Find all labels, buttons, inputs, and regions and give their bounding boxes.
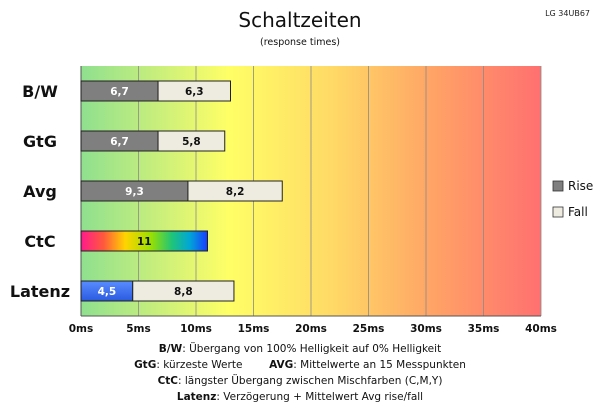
legend-swatch-fall	[552, 206, 564, 218]
footnote-ctc-text: : längster Übergang zwischen Mischfarben…	[178, 375, 443, 387]
bar-rise-value-label: 6,7	[110, 86, 129, 98]
bar-fall-value-label: 6,3	[185, 86, 204, 98]
bar-rise-value-label: 4,5	[98, 286, 117, 298]
bar-fall-value-label: 8,8	[174, 286, 193, 298]
x-tick-label: 25ms	[353, 323, 385, 335]
chart-title: Schaltzeiten	[238, 8, 361, 32]
footnote-gtg-label: GtG	[134, 359, 157, 371]
footnote-gtg-text: : kürzeste Werte	[156, 359, 243, 371]
bar-fall	[187, 180, 283, 202]
category-label: B/W	[22, 82, 58, 101]
footnote-ctc-label: CtC	[157, 375, 178, 387]
x-tick-label: 15ms	[238, 323, 270, 335]
bar-fall	[157, 130, 226, 152]
bar-fall-value-label: 8,2	[226, 186, 245, 198]
footnote-avg-label: AVG	[269, 359, 294, 371]
footnote-bw: B/W: Übergang von 100% Helligkeit auf 0%…	[0, 343, 600, 355]
bar-rise-value-label: 9,3	[125, 186, 144, 198]
bars: 6,7 6,3 6,7 5,8 9,3 8,2 11 4,5 8,8	[80, 80, 283, 302]
footnote-ctc: CtC: längster Übergang zwischen Mischfar…	[0, 375, 600, 387]
legend-label-fall: Fall	[568, 205, 588, 219]
x-tick-label: 5ms	[126, 323, 151, 335]
footnote-bw-label: B/W	[158, 343, 183, 355]
bar-fall	[157, 80, 231, 102]
x-tick-label: 0ms	[69, 323, 94, 335]
footnote-gtg-avg: GtG: kürzeste Werte AVG: Mittelwerte an …	[0, 359, 600, 371]
footnote-avg-text: : Mittelwerte an 15 Messpunkten	[293, 359, 466, 371]
bar-rise-value-label: 6,7	[110, 136, 129, 148]
category-label: Latenz	[10, 282, 70, 301]
chart-subtitle: (response times)	[260, 37, 340, 48]
bar-rise	[80, 230, 208, 252]
legend-label-rise: Rise	[568, 179, 593, 193]
x-tick-label: 20ms	[295, 323, 327, 335]
footnote-latenz-text: : Verzögerung + Mittelwert Avg rise/fall	[216, 391, 424, 403]
footnote-latenz-label: Latenz	[176, 391, 217, 403]
footnote-bw-text: : Übergang von 100% Helligkeit auf 0% He…	[182, 343, 442, 355]
category-labels: B/W GtG Avg CtC Latenz	[10, 82, 70, 301]
footnote-latenz: Latenz: Verzögerung + Mittelwert Avg ris…	[0, 391, 600, 403]
category-label: GtG	[23, 132, 57, 151]
bar-fall	[132, 280, 235, 302]
x-axis-ticks: 0ms 5ms 10ms 15ms 20ms 25ms 30ms 35ms 40ms	[69, 323, 557, 335]
x-tick-label: 30ms	[410, 323, 442, 335]
legend: Rise Fall	[552, 179, 593, 219]
legend-swatch-rise	[552, 180, 564, 192]
category-label: Avg	[23, 182, 57, 201]
x-tick-label: 10ms	[180, 323, 212, 335]
model-label: LG 34UB67	[545, 9, 590, 18]
bar-rise-value-label: 11	[137, 236, 152, 248]
x-tick-label: 35ms	[468, 323, 500, 335]
bar-fall-value-label: 5,8	[182, 136, 201, 148]
category-label: CtC	[24, 232, 55, 251]
x-tick-label: 40ms	[525, 323, 557, 335]
